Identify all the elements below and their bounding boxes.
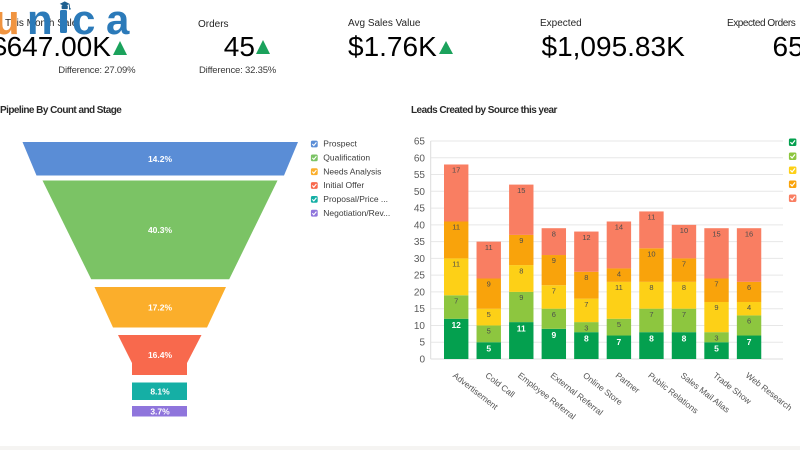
svg-text:10: 10 [414,321,426,332]
svg-text:8: 8 [649,333,654,343]
svg-text:3: 3 [584,323,588,332]
svg-text:10: 10 [680,226,688,235]
svg-text:15: 15 [712,229,720,238]
svg-text:15: 15 [517,186,525,195]
svg-text:3: 3 [714,333,718,342]
svg-text:40: 40 [414,220,426,231]
svg-text:20: 20 [414,287,426,298]
svg-text:Employee Referral: Employee Referral [516,370,578,421]
svg-text:12: 12 [582,233,590,242]
svg-text:7: 7 [747,337,752,347]
svg-text:Prospect: Prospect [323,139,357,149]
svg-text:5: 5 [487,327,491,336]
svg-text:14: 14 [615,223,623,232]
svg-text:Web Research: Web Research [744,370,795,413]
svg-text:8: 8 [682,283,686,292]
svg-text:11: 11 [517,323,526,333]
svg-text:60: 60 [414,153,426,164]
svg-text:8: 8 [649,283,653,292]
svg-text:14.2%: 14.2% [148,154,173,164]
svg-text:Partner: Partner [614,370,642,395]
svg-text:4: 4 [747,303,751,312]
svg-text:45: 45 [414,204,426,215]
svg-text:0: 0 [419,355,425,366]
svg-text:Proposal/Price ...: Proposal/Price ... [323,194,388,204]
svg-text:5: 5 [486,344,491,354]
svg-text:7: 7 [454,296,458,305]
svg-text:8: 8 [682,333,687,343]
svg-text:9: 9 [487,280,491,289]
svg-text:Qualification: Qualification [323,152,370,162]
svg-text:7: 7 [682,260,686,269]
svg-text:8: 8 [552,229,556,238]
svg-text:35: 35 [414,237,426,248]
svg-text:9: 9 [551,330,556,340]
svg-text:6: 6 [747,317,751,326]
svg-text:8.1%: 8.1% [150,386,170,396]
svg-text:15: 15 [414,304,426,315]
svg-text:11: 11 [452,260,460,269]
svg-text:30: 30 [414,254,426,265]
svg-text:11: 11 [615,283,623,292]
svg-text:Needs Analysis: Needs Analysis [323,166,381,176]
svg-text:3.7%: 3.7% [150,406,170,416]
svg-text:16.4%: 16.4% [148,350,173,360]
svg-text:17.2%: 17.2% [148,302,173,312]
svg-text:7: 7 [649,310,653,319]
svg-text:65: 65 [414,137,426,148]
svg-text:16: 16 [745,229,753,238]
svg-text:7: 7 [682,310,686,319]
svg-text:4: 4 [617,270,621,279]
svg-text:9: 9 [714,303,718,312]
svg-text:10: 10 [647,250,655,259]
svg-text:8: 8 [584,273,588,282]
svg-text:7: 7 [584,300,588,309]
svg-text:5: 5 [617,320,621,329]
svg-text:8: 8 [584,333,589,343]
svg-text:25: 25 [414,271,426,282]
svg-text:Negotiation/Rev...: Negotiation/Rev... [323,208,390,218]
svg-text:5: 5 [714,344,719,354]
svg-text:7: 7 [714,280,718,289]
svg-text:11: 11 [485,243,493,252]
svg-text:5: 5 [487,310,491,319]
svg-text:11: 11 [452,223,460,232]
svg-text:40.3%: 40.3% [148,225,173,235]
svg-text:6: 6 [747,283,751,292]
svg-text:8: 8 [519,266,523,275]
svg-text:5: 5 [419,338,425,349]
svg-text:17: 17 [452,166,460,175]
svg-text:11: 11 [648,213,656,222]
svg-text:9: 9 [519,293,523,302]
svg-text:50: 50 [414,187,426,198]
svg-text:55: 55 [414,170,426,181]
svg-text:12: 12 [451,320,461,330]
svg-text:9: 9 [552,256,556,265]
svg-text:7: 7 [617,337,622,347]
svg-text:9: 9 [519,236,523,245]
svg-text:7: 7 [552,286,556,295]
svg-text:6: 6 [552,310,556,319]
svg-text:Initial Offer: Initial Offer [323,180,364,190]
